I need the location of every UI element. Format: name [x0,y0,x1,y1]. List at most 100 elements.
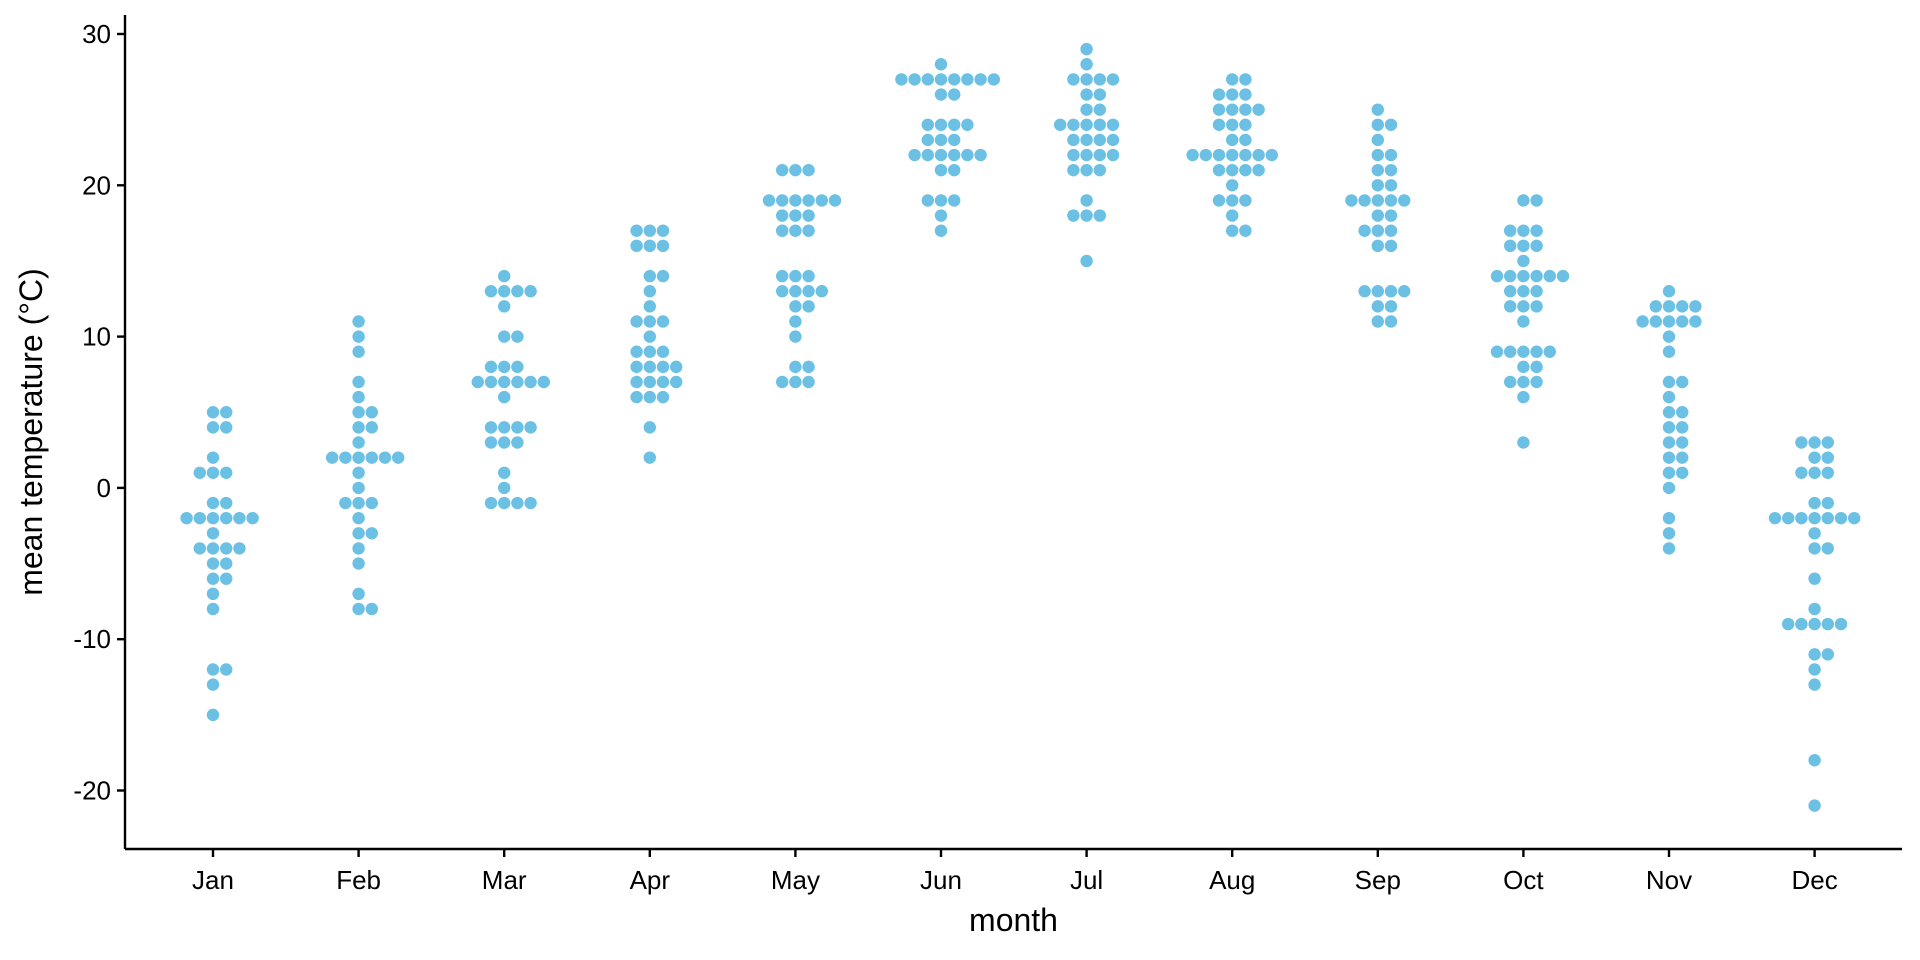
data-point-aug [1212,118,1226,131]
data-point-dec [1821,511,1835,525]
data-point-aug [1226,224,1239,237]
data-point-nov [1662,481,1676,495]
data-point-jul [1080,88,1093,101]
data-point-oct [1517,254,1530,268]
data-point-dec [1782,617,1795,631]
data-point-sep [1371,300,1385,313]
data-point-aug [1226,88,1239,101]
data-point-nov [1662,511,1676,525]
data-point-jun [948,163,961,177]
data-point-oct [1517,269,1530,283]
data-point-aug [1226,118,1239,131]
data-point-jan [220,663,233,676]
data-point-sep [1371,133,1385,147]
data-point-feb [352,451,365,464]
data-point-jan [220,542,233,555]
data-point-oct [1517,375,1530,389]
data-point-sep [1371,103,1385,116]
x-tick-label: Jul [1070,865,1103,895]
data-point-dec [1808,754,1821,767]
data-point-jul [1080,118,1093,131]
data-point-jan [206,572,220,585]
data-point-may [776,163,789,177]
data-point-jan [246,511,259,525]
data-point-nov [1662,421,1676,434]
data-point-nov [1662,345,1676,358]
data-point-sep [1384,300,1398,313]
data-point-apr [656,390,670,404]
data-point-jul [1106,133,1120,147]
data-point-sep [1371,163,1385,177]
data-point-aug [1239,163,1252,177]
data-point-aug [1226,209,1239,222]
data-point-apr [643,315,656,328]
data-point-mar [484,436,498,449]
data-point-jul [1106,148,1120,162]
data-point-jan [220,511,233,525]
y-tick-label: 10 [82,322,111,352]
data-point-mar [498,330,511,343]
data-point-may [762,194,776,207]
data-point-may [789,163,802,177]
data-point-jan [206,663,220,676]
data-point-jan [220,496,233,510]
data-point-sep [1371,209,1385,222]
data-point-apr [643,345,656,358]
data-point-jun [974,148,987,162]
data-point-nov [1676,406,1689,419]
data-point-aug [1212,148,1226,162]
data-point-apr [630,390,643,404]
data-point-jan [206,542,220,555]
data-point-aug [1239,103,1252,116]
data-point-aug [1212,163,1226,177]
data-point-jul [1080,73,1093,86]
data-point-mar [511,375,524,389]
data-point-nov [1662,451,1676,464]
data-point-aug [1239,194,1252,207]
data-point-oct [1530,194,1543,207]
data-point-sep [1384,194,1398,207]
data-point-dec [1821,466,1835,479]
data-point-dec [1795,436,1808,449]
data-point-sep [1371,285,1385,298]
data-point-may [789,285,802,298]
data-point-apr [630,224,643,237]
data-point-nov [1662,527,1676,540]
data-point-mar [498,269,511,283]
data-point-nov [1662,436,1676,449]
data-point-feb [378,451,392,464]
data-point-may [802,163,815,177]
data-point-jun [908,73,921,86]
data-point-feb [365,406,378,419]
data-point-jan [193,511,206,525]
data-point-mar [511,496,524,510]
data-point-oct [1517,285,1530,298]
data-point-feb [352,557,365,570]
data-point-mar [511,330,524,343]
data-point-dec [1808,451,1821,464]
data-point-jul [1080,133,1093,147]
x-tick-label: Sep [1355,865,1401,895]
data-point-nov [1662,466,1676,479]
data-point-nov [1676,300,1689,313]
data-point-jun [921,148,934,162]
data-point-mar [524,375,537,389]
data-point-sep [1384,179,1398,192]
x-tick-label: Nov [1646,865,1692,895]
data-point-oct [1543,269,1557,283]
data-point-dec [1834,511,1848,525]
data-point-apr [630,360,643,374]
data-point-may [776,224,789,237]
data-point-jan [206,527,220,540]
data-point-jun [908,148,921,162]
data-point-dec [1821,436,1835,449]
data-point-jul [1106,118,1120,131]
data-point-may [789,300,802,313]
data-point-sep [1371,179,1385,192]
data-point-sep [1384,163,1398,177]
data-point-jun [974,73,987,86]
data-point-may [789,194,802,207]
data-point-oct [1504,224,1517,237]
data-point-dec [1808,436,1821,449]
